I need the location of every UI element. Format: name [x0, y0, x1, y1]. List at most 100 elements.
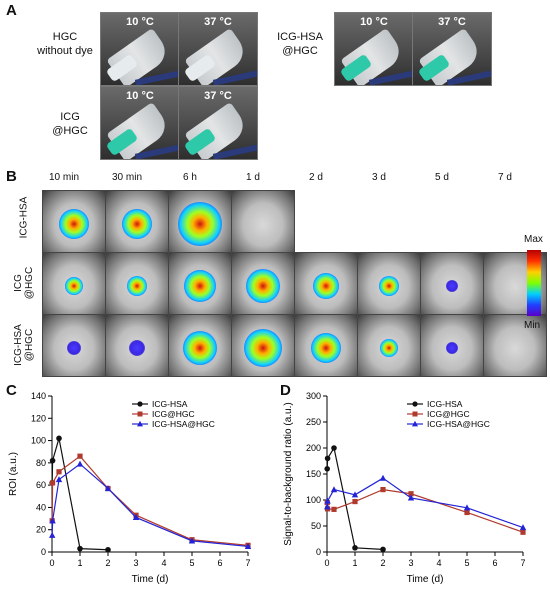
data-point	[331, 445, 337, 451]
panel-label-b: B	[6, 168, 17, 185]
colorbar-max-label: Max	[524, 234, 543, 245]
data-point	[56, 435, 62, 442]
data-point	[519, 524, 527, 531]
mouse-image	[105, 252, 169, 315]
x-tick-label: 5	[464, 558, 469, 568]
mouse-image	[42, 190, 106, 253]
x-tick-label: 3	[408, 558, 413, 568]
legend-marker	[137, 420, 143, 427]
data-point	[77, 453, 83, 459]
data-point	[331, 506, 337, 512]
y-axis-label: Signal-to-background ratio (a.u.)	[283, 402, 294, 545]
data-point	[379, 474, 387, 481]
timepoint-2d: 2 d	[309, 172, 323, 183]
mouse-image	[420, 252, 484, 315]
series-line	[51, 455, 249, 546]
data-point	[55, 476, 63, 483]
data-point	[324, 497, 331, 504]
timepoint-10min: 10 min	[48, 172, 79, 183]
data-point	[49, 517, 56, 524]
x-tick-label: 7	[520, 558, 525, 568]
data-point	[188, 537, 196, 544]
data-point	[352, 545, 358, 551]
fluorescence-signal	[244, 328, 282, 367]
label-hgc-without-dye: HGC without dye	[37, 31, 93, 57]
x-tick-label: 6	[217, 558, 222, 568]
temp-label: 37 °C	[438, 16, 466, 28]
label-icg-hsa-hgc: ICG-HSA @HGC	[277, 31, 323, 57]
legend-marker	[137, 401, 143, 407]
x-tick-label: 2	[380, 558, 385, 568]
data-point	[77, 545, 83, 552]
timepoint-3d: 3 d	[372, 172, 386, 183]
data-point	[408, 491, 414, 497]
row-label-icg-hsa: ICG-HSA	[18, 196, 30, 239]
mouse-image	[105, 190, 169, 253]
tube-photo-hgc-37c: 37 °C	[178, 12, 258, 86]
x-axis-label: Time (d)	[407, 574, 444, 585]
timepoint-5d: 5 d	[435, 172, 449, 183]
data-point	[76, 460, 84, 467]
tube-photo-icg-10c: 10 °C	[100, 86, 180, 160]
temp-label: 10 °C	[360, 16, 388, 28]
y-tick-label: 300	[306, 391, 321, 401]
legend-marker	[412, 401, 418, 407]
x-tick-label: 1	[77, 558, 82, 568]
fluorescence-signal	[184, 269, 216, 302]
data-point	[323, 503, 331, 510]
data-point	[463, 504, 471, 511]
y-tick-label: 100	[306, 495, 321, 505]
y-tick-label: 150	[306, 469, 321, 479]
fluorescence-signal	[129, 339, 145, 356]
mouse-image	[231, 314, 295, 377]
data-point	[49, 480, 56, 486]
data-point	[105, 546, 111, 553]
y-tick-label: 250	[306, 417, 321, 427]
y-tick-label: 80	[36, 458, 46, 468]
data-point	[380, 546, 386, 553]
row-label-icg-hsa-hgc: ICG-HSA @HGC	[13, 324, 35, 366]
data-point	[351, 491, 359, 498]
mouse-image	[105, 314, 169, 377]
mouse-image	[231, 252, 295, 315]
y-tick-label: 200	[306, 443, 321, 453]
y-tick-label: 60	[36, 480, 46, 490]
tube-photo-hgc-10c: 10 °C	[100, 12, 180, 86]
x-axis-label: Time (d)	[132, 574, 169, 585]
temp-label: 37 °C	[204, 90, 232, 102]
fluorescence-signal	[183, 330, 217, 365]
panel-label-c: C	[6, 382, 17, 399]
label-icg-hgc: ICG @HGC	[52, 111, 88, 137]
mouse-image	[168, 314, 232, 377]
mouse-image	[357, 314, 421, 377]
timepoint-7d: 7 d	[498, 172, 512, 183]
mouse-image	[168, 190, 232, 253]
data-point	[104, 485, 112, 492]
data-point	[464, 509, 470, 516]
x-tick-label: 7	[245, 558, 250, 568]
timepoint-30min: 30 min	[111, 172, 142, 183]
legend-marker	[137, 411, 143, 417]
x-tick-label: 3	[133, 558, 138, 568]
x-tick-label: 2	[105, 558, 110, 568]
row-label-icg-hgc: ICG @HGC	[13, 266, 35, 300]
x-tick-label: 6	[492, 558, 497, 568]
mouse-image	[231, 190, 295, 253]
data-point	[132, 514, 140, 521]
fluorescence-signal	[246, 268, 280, 303]
data-point	[324, 466, 330, 472]
mouse-image	[168, 252, 232, 315]
panel-label-d: D	[280, 382, 291, 399]
fluorescence-signal	[313, 272, 339, 299]
data-point	[352, 498, 358, 505]
y-tick-label: 50	[311, 521, 321, 531]
temp-label: 37 °C	[204, 16, 232, 28]
mouse-image	[420, 314, 484, 377]
fluorescence-signal	[379, 275, 399, 296]
data-point	[49, 457, 56, 464]
legend-label: ICG-HSA	[152, 399, 188, 409]
data-point	[324, 455, 331, 462]
mouse-image	[294, 252, 358, 315]
fluorescence-signal	[178, 201, 222, 246]
mouse-image	[294, 314, 358, 377]
